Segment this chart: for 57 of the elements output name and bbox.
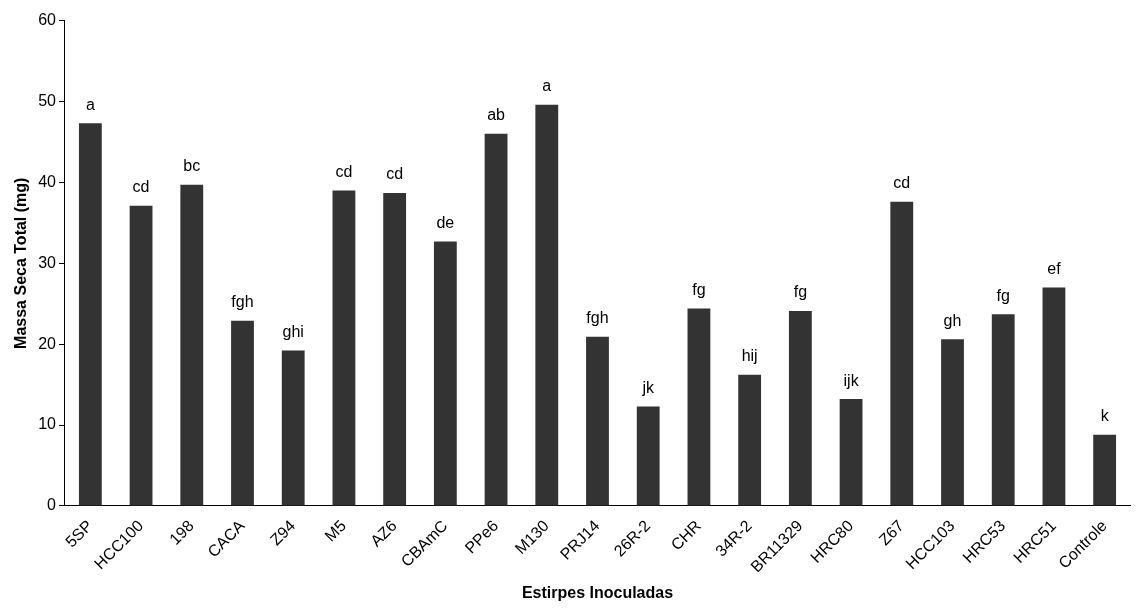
annotation: fg: [692, 280, 706, 298]
annotation: ghi: [282, 323, 304, 340]
bar: [78, 123, 102, 506]
y-tick-label: 50: [38, 91, 57, 109]
bar: [839, 399, 863, 506]
annotation: fg: [793, 283, 808, 301]
bar: [433, 241, 457, 506]
bar: [687, 308, 711, 506]
annotation: de: [436, 213, 455, 231]
x-tick-label: 5SP: [62, 516, 96, 551]
y-tick-label: 10: [38, 415, 57, 433]
annotation: fg: [996, 286, 1010, 304]
x-tick-label: Z67: [875, 516, 908, 549]
y-tick-label: 30: [38, 253, 57, 271]
annotation: a: [542, 77, 552, 95]
annotation: bc: [183, 157, 201, 175]
y-tick-label: 60: [38, 11, 57, 29]
annotation: a: [85, 95, 95, 113]
bar: [180, 184, 204, 506]
annotation: hij: [741, 347, 758, 365]
annotation: k: [1100, 407, 1110, 425]
y-axis-title: Massa Seca Total (mg): [12, 177, 30, 349]
annotation: cd: [386, 165, 404, 183]
annotation: cd: [893, 174, 911, 192]
bar: [1042, 287, 1066, 506]
annotation: ef: [1047, 259, 1062, 277]
bar: [231, 320, 254, 506]
x-tick-label: AZ6: [367, 516, 400, 550]
x-tick-label: 198: [166, 516, 198, 548]
bar: [941, 339, 964, 506]
bar: [586, 336, 609, 506]
annotation: cd: [132, 178, 150, 196]
bar: [535, 104, 559, 506]
bar: [788, 310, 812, 506]
bar: [991, 314, 1015, 506]
annotation: jk: [641, 378, 655, 396]
annotation: ab: [487, 106, 506, 124]
bar: [281, 350, 305, 506]
bar: [636, 406, 660, 506]
bar: [890, 201, 914, 506]
bar: [332, 190, 356, 506]
bar: [1093, 434, 1117, 506]
y-tick-label: 20: [38, 334, 57, 352]
annotation: gh: [943, 311, 962, 329]
bar: [129, 205, 153, 506]
annotation: ijk: [843, 371, 860, 389]
bar: [484, 133, 508, 506]
y-tick-label: 0: [47, 496, 57, 514]
annotation: fgh: [231, 293, 254, 311]
x-axis-title: Estirpes Inoculadas: [521, 583, 674, 601]
annotation: fgh: [586, 309, 609, 327]
annotation: cd: [335, 162, 353, 180]
bar: [383, 192, 407, 506]
x-tick-label: Z94: [266, 516, 299, 549]
bar: [738, 374, 762, 506]
x-tick-label: M5: [321, 516, 350, 545]
y-tick-label: 40: [38, 172, 57, 190]
